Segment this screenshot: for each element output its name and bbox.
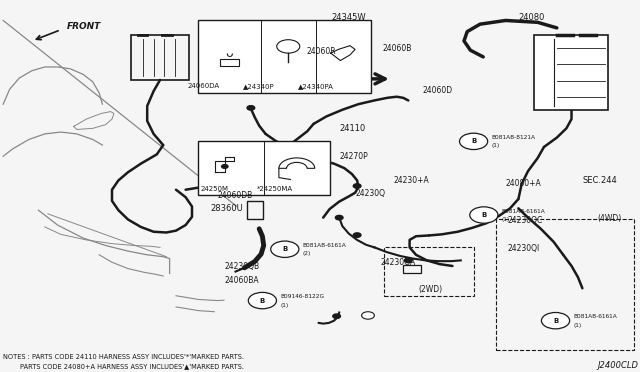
Bar — [198, 141, 330, 195]
Bar — [341, 35, 359, 44]
Bar — [131, 35, 189, 80]
Text: 28360U: 28360U — [211, 204, 243, 213]
Text: *24250MA: *24250MA — [257, 186, 293, 192]
Circle shape — [333, 314, 340, 318]
Circle shape — [362, 312, 374, 319]
Bar — [333, 30, 368, 44]
Text: SEC.244: SEC.244 — [583, 176, 618, 185]
Text: 24230QB: 24230QB — [224, 262, 259, 271]
Text: 24060B: 24060B — [383, 44, 412, 53]
Text: NOTES : PARTS CODE 24110 HARNESS ASSY INCLUDES'*'MARKED PARTS.: NOTES : PARTS CODE 24110 HARNESS ASSY IN… — [3, 354, 244, 360]
Text: 24230+A: 24230+A — [394, 176, 429, 185]
Wedge shape — [279, 158, 315, 168]
Circle shape — [271, 241, 299, 257]
Text: PARTS CODE 24080+A HARNESS ASSY INCLUDES'▲'MARKED PARTS.: PARTS CODE 24080+A HARNESS ASSY INCLUDES… — [3, 363, 244, 369]
Circle shape — [221, 164, 228, 168]
Bar — [496, 219, 634, 350]
Text: B09146-8122G: B09146-8122G — [280, 294, 324, 299]
Text: 24250M: 24250M — [200, 186, 228, 192]
Text: 24060DB: 24060DB — [218, 191, 253, 200]
Text: 24060D: 24060D — [422, 86, 452, 94]
Text: J2400CLD: J2400CLD — [597, 361, 638, 370]
Circle shape — [541, 312, 570, 329]
Text: 24080+A: 24080+A — [506, 179, 541, 188]
Text: 24230Q: 24230Q — [355, 189, 385, 198]
Text: ▲24340PA: ▲24340PA — [298, 83, 334, 89]
Text: B: B — [260, 298, 265, 304]
Text: 24270P: 24270P — [339, 152, 368, 161]
Circle shape — [335, 215, 343, 220]
Text: ᴗ: ᴗ — [226, 46, 234, 60]
Text: (2): (2) — [303, 251, 311, 256]
Text: 24345W: 24345W — [332, 13, 366, 22]
Text: 24060BA: 24060BA — [225, 276, 259, 285]
Text: B: B — [282, 246, 287, 252]
Bar — [220, 58, 239, 66]
Circle shape — [247, 106, 255, 110]
Text: B: B — [471, 138, 476, 144]
Text: 24230QC: 24230QC — [508, 216, 543, 225]
Text: 24080: 24080 — [518, 13, 545, 22]
Text: B081AB-6161A: B081AB-6161A — [303, 243, 346, 248]
Bar — [534, 35, 608, 110]
Circle shape — [319, 158, 327, 163]
Circle shape — [248, 292, 276, 309]
Text: B081AB-6161A: B081AB-6161A — [573, 314, 617, 320]
Circle shape — [353, 233, 361, 237]
Text: (2WD): (2WD) — [418, 285, 442, 294]
Text: 24230GA: 24230GA — [381, 258, 416, 267]
Circle shape — [470, 207, 498, 223]
Text: (4WD): (4WD) — [598, 214, 622, 223]
Text: ▲24340P: ▲24340P — [243, 83, 275, 89]
Bar — [403, 265, 421, 273]
Bar — [198, 20, 371, 93]
Text: (1): (1) — [502, 217, 510, 222]
Circle shape — [353, 184, 361, 188]
Text: 24110: 24110 — [339, 124, 365, 133]
Text: FRONT: FRONT — [67, 22, 102, 31]
Text: B081AB-8121A: B081AB-8121A — [492, 135, 536, 140]
Text: (1): (1) — [492, 143, 500, 148]
Text: 24230QI: 24230QI — [508, 244, 540, 253]
Text: (1): (1) — [573, 323, 582, 328]
Bar — [384, 247, 474, 296]
Text: B: B — [553, 318, 558, 324]
Text: 24060DA: 24060DA — [188, 83, 220, 89]
Bar — [247, 201, 263, 219]
Text: B: B — [481, 212, 486, 218]
Text: 24060R: 24060R — [307, 47, 336, 56]
Text: B081AB-6161A: B081AB-6161A — [502, 209, 545, 214]
Circle shape — [460, 133, 488, 150]
Text: (1): (1) — [280, 302, 289, 308]
Circle shape — [404, 258, 412, 263]
